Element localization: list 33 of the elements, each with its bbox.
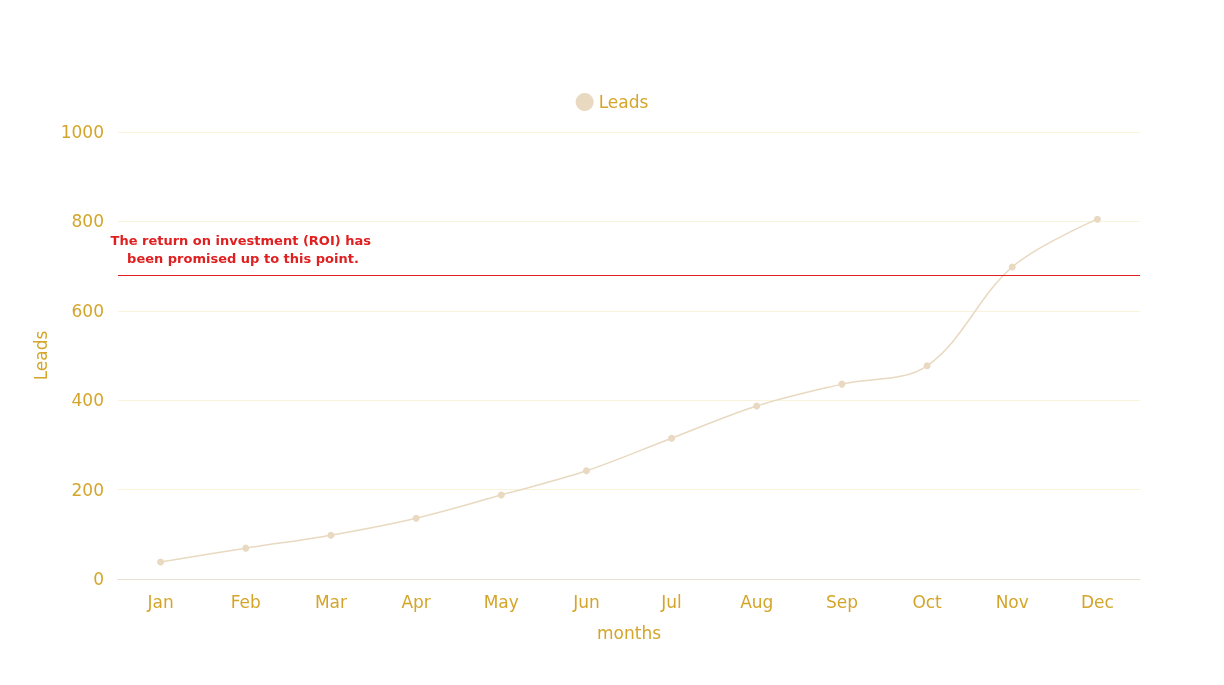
x-tick-label: Feb (230, 591, 261, 612)
x-tick-label: May (483, 591, 519, 612)
x-tick-label: Mar (314, 591, 347, 612)
point (1008, 263, 1016, 271)
point (923, 362, 931, 370)
x-tick-label: Sep (825, 591, 858, 612)
x-tick-label: Dec (1080, 591, 1114, 612)
x-tick-label: Nov (995, 591, 1029, 612)
point (753, 402, 761, 410)
x-tick-label: Aug (740, 591, 774, 612)
point (1093, 215, 1101, 223)
point (668, 434, 676, 442)
x-axis-title: months (596, 622, 662, 643)
point (157, 558, 165, 566)
x-tick-label: Jun (572, 591, 600, 612)
point (497, 491, 505, 499)
x-tick-label: Jan (146, 591, 174, 612)
x-tick-label: Jul (660, 591, 682, 612)
point (412, 514, 420, 522)
ref-line-label: The return on investment (ROI) has been promised up to this point. (110, 232, 376, 266)
y-tick-label: 200 (71, 479, 104, 500)
point (242, 544, 250, 552)
point (327, 531, 335, 539)
y-tick-label: 800 (71, 211, 104, 232)
legend-label: Leads (598, 92, 649, 112)
x-tick-label: Oct (912, 591, 943, 612)
point (582, 467, 590, 475)
y-axis-title: Leads (31, 330, 52, 381)
x-tick-label: Apr (401, 591, 431, 612)
y-tick-label: 600 (71, 300, 104, 321)
y-tick-label: 0 (93, 569, 104, 589)
y-tick-label: 400 (71, 390, 104, 411)
y-tick-label: 1000 (60, 122, 104, 142)
